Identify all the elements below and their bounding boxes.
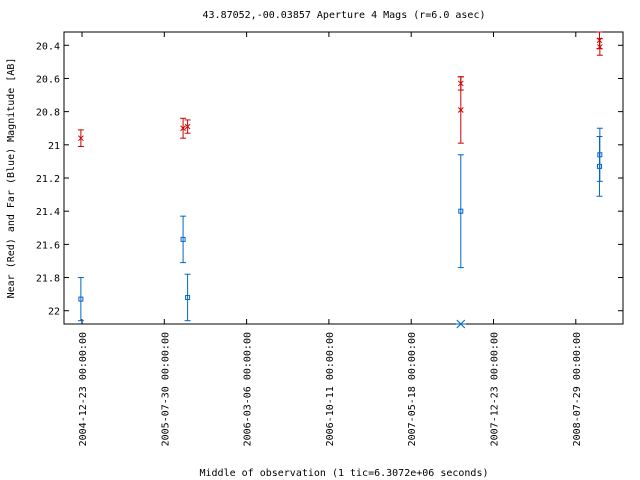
data-point-square	[180, 236, 186, 242]
x-tick-label: 2006-10-11 00:00:00	[325, 332, 336, 446]
x-tick-label: 2007-05-18 00:00:00	[407, 332, 418, 446]
data-point-x	[596, 44, 603, 50]
y-tick-label: 21.8	[36, 274, 60, 285]
y-tick-label: 21	[48, 141, 60, 152]
y-tick-label: 22	[48, 307, 60, 318]
x-axis-label: Middle of observation (1 tic=6.3072e+06 …	[200, 468, 489, 479]
x-tick-label: 2008-07-29 00:00:00	[572, 332, 583, 446]
data-point-square	[185, 294, 191, 300]
x-tick-label: 2004-12-23 00:00:00	[78, 332, 89, 446]
y-axis-label: Near (Red) and Far (Blue) Magnitude [AB]	[6, 58, 17, 299]
axes-layer: 20.4 20.6 20.8 21 21.2 21.4 21.6 21.8 22 2004-12-…	[36, 31, 624, 446]
x-tick-label: 2006-03-06 00:00:00	[243, 332, 254, 446]
chart-title: 43.87052,-00.03857 Aperture 4 Mags (r=6.…	[203, 10, 486, 21]
x-tick-label: 2005-07-30 00:00:00	[160, 332, 171, 446]
data-point-x	[78, 135, 84, 142]
asterisk-marker	[455, 319, 466, 329]
data-point-x	[180, 125, 186, 132]
data-point-x	[184, 123, 191, 130]
data-point-square	[78, 296, 84, 302]
y-tick-label: 21.2	[36, 174, 60, 185]
data-point-x	[457, 107, 464, 113]
y-tick-label: 20.6	[36, 74, 60, 85]
marks-layer	[77, 31, 603, 329]
y-tick-label: 20.4	[36, 41, 60, 52]
plot-frame	[63, 31, 624, 325]
data-point-square	[597, 152, 603, 158]
y-tick-label: 20.8	[36, 108, 60, 119]
x-tick-label: 2007-12-23 00:00:00	[490, 332, 501, 446]
data-point-square	[458, 208, 464, 214]
y-tick-label: 21.6	[36, 240, 60, 251]
y-tick-label: 21.4	[36, 207, 60, 218]
